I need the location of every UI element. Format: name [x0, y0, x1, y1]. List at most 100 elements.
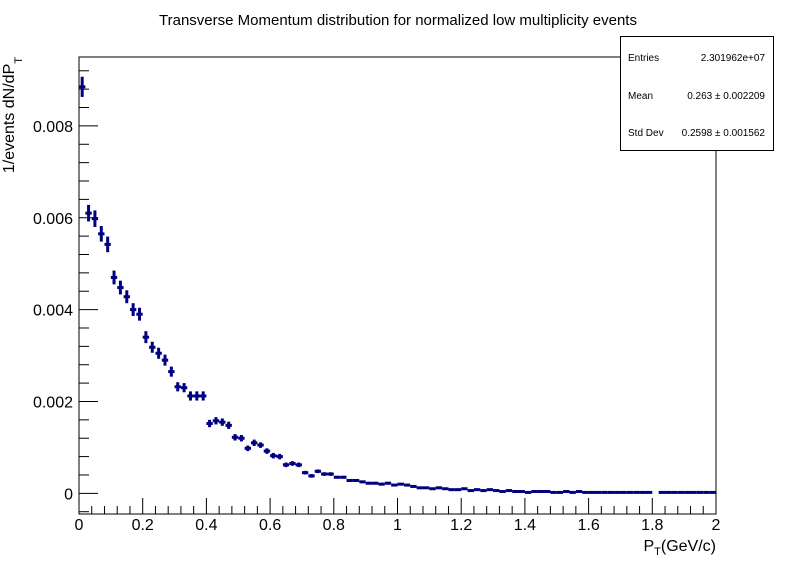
- data-point: [442, 487, 449, 491]
- x-tick-label: 0: [75, 517, 84, 534]
- data-point: [372, 481, 379, 485]
- data-point: [435, 486, 443, 490]
- stats-stddev-value: 0.2598 ± 0.001562: [681, 128, 765, 139]
- data-point: [321, 472, 328, 476]
- data-point: [295, 462, 302, 468]
- data-point: [206, 419, 213, 428]
- data-point: [422, 486, 430, 490]
- x-tick-label: 1.8: [641, 517, 663, 534]
- y-axis-label-subscript: T: [13, 57, 25, 64]
- x-tick-label: 0.8: [323, 517, 345, 534]
- data-point: [91, 210, 99, 227]
- x-axis-label-main: P: [643, 538, 654, 555]
- data-point: [244, 445, 251, 452]
- stats-mean-value: 0.263 ± 0.002209: [687, 91, 765, 102]
- x-axis-ticks: [78, 498, 717, 514]
- x-tick-label: 2: [712, 517, 721, 534]
- data-point: [352, 478, 360, 482]
- x-axis-tick-labels: 0 0.2 0.4 0.6 0.8 1 1.2 1.4 1.6 1.8 2: [75, 517, 721, 534]
- data-point: [276, 453, 283, 460]
- data-point: [333, 475, 341, 479]
- data-point: [110, 270, 118, 285]
- data-point: [314, 469, 322, 474]
- data-point: [104, 236, 111, 253]
- stats-entries-value: 2.301962e+07: [700, 53, 765, 64]
- data-point: [359, 480, 366, 484]
- stats-stddev-label: Std Dev: [628, 128, 664, 139]
- data-series-h-pt: [79, 76, 716, 494]
- data-point: [289, 461, 296, 466]
- data-point: [429, 487, 436, 491]
- data-point: [187, 391, 194, 401]
- data-point: [117, 280, 124, 295]
- x-tick-label: 0.4: [195, 517, 217, 534]
- x-tick-label: 1.6: [577, 517, 599, 534]
- data-point: [263, 448, 271, 454]
- data-point: [448, 488, 455, 492]
- data-point: [410, 484, 417, 488]
- data-point: [480, 489, 487, 493]
- data-point: [473, 488, 481, 492]
- data-point: [257, 442, 264, 448]
- data-point: [467, 489, 474, 493]
- data-point: [180, 383, 188, 393]
- data-point: [365, 481, 373, 485]
- y-tick-label: 0.004: [33, 303, 73, 320]
- data-point: [384, 481, 392, 485]
- y-axis-label: 1/events dN/dPT: [1, 57, 25, 173]
- data-point: [391, 483, 398, 487]
- stats-box: Entries 2.301962e+07 Mean 0.263 ± 0.0022…: [620, 36, 774, 151]
- data-point: [200, 391, 207, 401]
- data-point: [505, 489, 513, 493]
- data-point: [219, 418, 226, 426]
- data-point: [123, 290, 130, 304]
- data-point: [161, 354, 169, 366]
- data-point: [270, 452, 277, 459]
- x-tick-label: 0.6: [259, 517, 281, 534]
- x-tick-label: 1: [393, 517, 402, 534]
- data-point: [327, 472, 334, 476]
- x-axis-label-unit: (GeV/c): [661, 538, 716, 555]
- data-point: [378, 482, 385, 486]
- data-point: [85, 204, 92, 222]
- x-tick-label: 1.2: [450, 517, 472, 534]
- data-point: [212, 417, 220, 425]
- data-point: [403, 483, 411, 487]
- stats-mean-label: Mean: [628, 91, 654, 102]
- data-point: [79, 76, 86, 97]
- y-axis-tick-labels: 0 0.002 0.004 0.006 0.008: [33, 119, 73, 503]
- data-point: [250, 439, 258, 447]
- data-point: [174, 382, 181, 392]
- data-point: [308, 474, 315, 478]
- data-point: [340, 475, 347, 479]
- data-point: [282, 462, 290, 468]
- data-point: [486, 488, 494, 492]
- data-point: [454, 488, 462, 492]
- x-axis-label-subscript: T: [654, 546, 661, 558]
- data-point: [98, 226, 105, 242]
- data-point: [155, 347, 162, 359]
- y-tick-label: 0: [64, 486, 73, 503]
- stats-entries-label: Entries: [628, 53, 660, 64]
- x-tick-label: 0.2: [132, 517, 154, 534]
- y-tick-label: 0.006: [33, 211, 73, 228]
- y-axis-ticks: [79, 70, 98, 513]
- data-point: [142, 331, 150, 344]
- data-point: [168, 366, 175, 377]
- data-point: [493, 489, 500, 493]
- x-tick-label: 1.4: [514, 517, 536, 534]
- chart-title: Transverse Momentum distribution for nor…: [159, 12, 637, 29]
- data-point: [238, 435, 245, 442]
- y-axis-label-main: 1/events dN/dP: [1, 64, 18, 173]
- data-point: [231, 434, 239, 441]
- data-point: [193, 391, 201, 401]
- data-point: [136, 307, 143, 321]
- data-point: [225, 421, 232, 430]
- data-point: [301, 470, 309, 475]
- data-point: [149, 341, 156, 353]
- y-tick-label: 0.008: [33, 119, 73, 136]
- y-tick-label: 0.002: [33, 394, 73, 411]
- data-point: [416, 486, 423, 490]
- data-point: [461, 487, 468, 491]
